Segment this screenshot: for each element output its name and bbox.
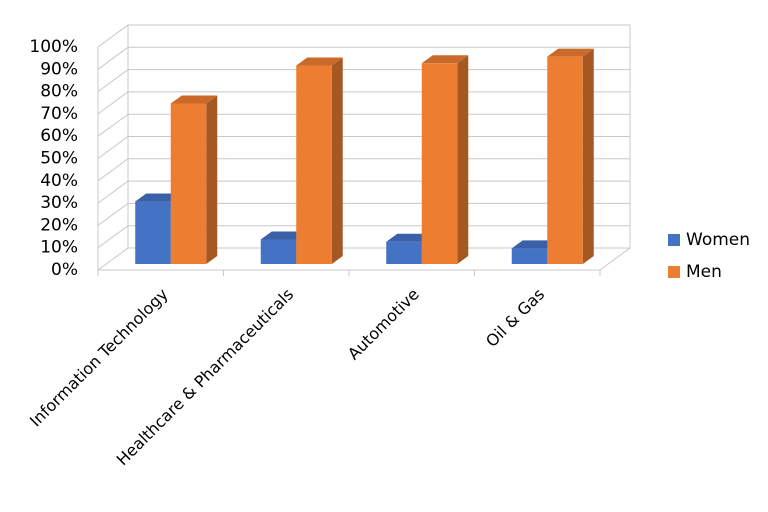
y-tick-label: 30% (40, 193, 78, 213)
y-tick-label: 10% (40, 238, 78, 258)
x-tick-label: Automotive (344, 285, 423, 364)
bar-top (260, 231, 308, 240)
bar (260, 239, 297, 264)
legend-swatch (668, 266, 680, 278)
bar (170, 103, 207, 264)
bar-top (547, 48, 594, 57)
y-tick-label: 50% (40, 149, 78, 169)
bar (386, 241, 422, 264)
bar (421, 63, 458, 264)
y-tick-label: 90% (40, 59, 78, 79)
bar (511, 248, 548, 264)
bar-side (206, 95, 218, 264)
bar-side (457, 55, 469, 264)
y-tick-label: 0% (51, 260, 78, 280)
y-tick-label: 40% (40, 171, 78, 191)
grid-line (97, 24, 630, 48)
x-tick-label: Information Technology (26, 285, 172, 431)
bar (135, 201, 171, 264)
bar-top (511, 240, 559, 249)
legend-label: Women (686, 230, 750, 250)
bar-top (386, 233, 433, 242)
legend-swatch (668, 234, 680, 246)
grid-line (97, 46, 630, 70)
bar-top (135, 193, 182, 202)
bar-top (296, 57, 343, 66)
y-tick-label: 20% (40, 215, 78, 235)
legend-label: Men (686, 262, 722, 282)
bar (296, 65, 332, 264)
y-tick-label: 80% (40, 82, 78, 102)
y-tick-label: 70% (40, 104, 78, 124)
y-tick-label: 60% (40, 126, 78, 146)
bar-side (331, 57, 343, 264)
bar (547, 56, 583, 264)
bar-top (421, 55, 469, 64)
y-tick-label: 100% (29, 37, 78, 57)
x-tick-label: Oil & Gas (482, 285, 548, 351)
bar-side (582, 48, 594, 264)
bar-top (170, 95, 218, 104)
